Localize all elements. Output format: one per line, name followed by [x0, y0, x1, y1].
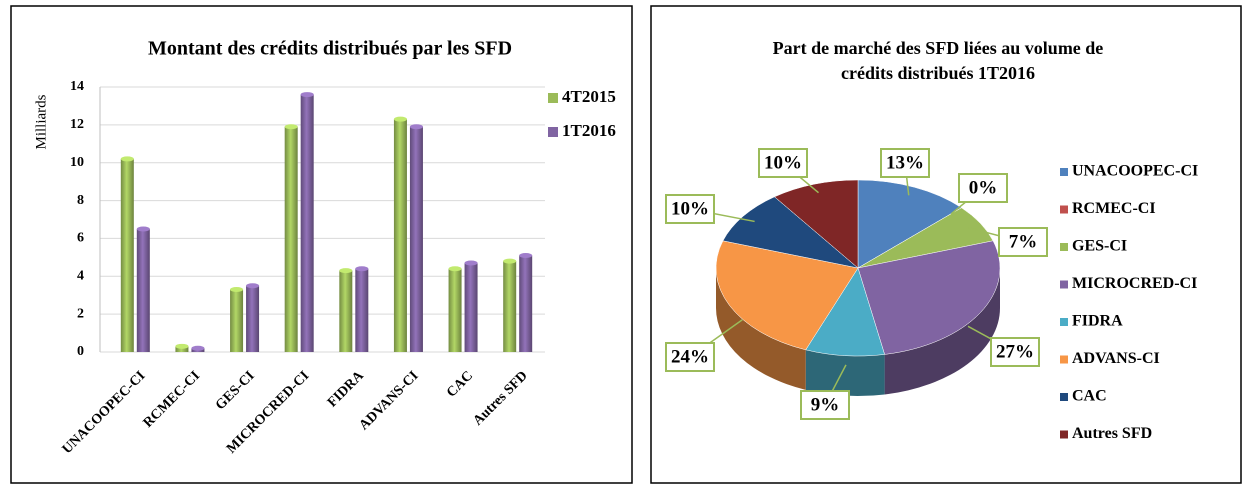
- legend-label: UNACOOPEC-CI: [1072, 163, 1198, 180]
- bar: [355, 268, 369, 352]
- y-tick-label: 2: [77, 306, 84, 321]
- pie-slice: [857, 179, 962, 269]
- bar-top: [136, 226, 150, 232]
- y-tick-label: 4: [77, 269, 84, 284]
- data-label: 10%: [671, 198, 709, 219]
- bar-top: [519, 252, 533, 258]
- pie-slice: [774, 179, 859, 269]
- bar: [300, 94, 314, 353]
- legend-label: FIDRA: [1072, 313, 1123, 330]
- legend-label: ADVANS-CI: [1072, 350, 1160, 367]
- bar-top: [409, 124, 423, 130]
- legend-swatch: [1060, 393, 1068, 401]
- bar-top: [503, 258, 517, 264]
- pie-side: [884, 268, 1000, 395]
- y-tick-label: 12: [70, 117, 84, 132]
- bar: [284, 126, 298, 352]
- bar-top: [355, 266, 369, 272]
- legend-swatch: [1060, 280, 1068, 289]
- bar: [136, 228, 150, 352]
- data-label: 13%: [886, 152, 924, 173]
- bar-top: [448, 266, 462, 272]
- legend-label: 4T2015: [562, 87, 616, 106]
- pie-side: [805, 349, 885, 396]
- legend-swatch: [1060, 355, 1068, 364]
- legend-swatch: [1060, 205, 1068, 214]
- bar: [339, 270, 353, 352]
- bar-top: [393, 116, 407, 122]
- legend-swatch: [548, 127, 558, 137]
- legend-label: 1T2016: [562, 121, 616, 140]
- y-tick-label: 0: [77, 344, 84, 359]
- bar: [519, 255, 533, 352]
- bar: [175, 346, 189, 352]
- bar: [464, 263, 478, 352]
- label-box: [665, 342, 715, 372]
- label-box: [958, 173, 1008, 203]
- pie-slice: [857, 240, 1001, 355]
- legend-label: CAC: [1072, 388, 1107, 405]
- chart-title: Montant des crédits distribués par les S…: [148, 38, 512, 60]
- bar-top: [464, 260, 478, 266]
- legend-swatch: [548, 93, 558, 103]
- legend-swatch: [1060, 168, 1068, 176]
- label-box: [800, 390, 850, 420]
- chart-title: crédits distribués 1T2016: [841, 63, 1035, 83]
- y-tick-label: 6: [77, 231, 84, 246]
- bar-top: [300, 92, 314, 98]
- data-label: 7%: [1009, 231, 1038, 252]
- label-box: [758, 148, 808, 178]
- y-axis-label: Milliards: [33, 94, 49, 149]
- legend-label: Autres SFD: [1072, 425, 1152, 442]
- bar-top: [230, 287, 244, 293]
- bar: [230, 289, 244, 352]
- legend-swatch: [1060, 243, 1068, 251]
- bar: [448, 268, 462, 352]
- bar-top: [191, 345, 205, 351]
- legend-label: MICROCRED-CI: [1072, 275, 1197, 292]
- bar: [393, 119, 407, 352]
- legend-swatch: [1060, 430, 1068, 439]
- data-label: 0%: [969, 177, 998, 198]
- data-label: 9%: [811, 394, 840, 415]
- bar-top: [246, 283, 260, 289]
- y-tick-label: 14: [70, 79, 84, 94]
- data-label: 10%: [764, 152, 802, 173]
- data-label: 27%: [996, 341, 1034, 362]
- chart-title: Part de marché des SFD liées au volume d…: [773, 38, 1104, 58]
- bar: [409, 126, 423, 352]
- left-panel: [10, 5, 633, 484]
- pie-slice: [722, 196, 859, 269]
- bar-top: [284, 124, 298, 130]
- label-box: [665, 194, 715, 224]
- label-box: [880, 148, 930, 178]
- pie-slice: [715, 240, 859, 351]
- label-box: [990, 337, 1040, 367]
- bar-top: [120, 156, 134, 162]
- bar: [120, 158, 134, 352]
- bar-top: [175, 343, 189, 349]
- data-label: 24%: [671, 346, 709, 367]
- legend-swatch: [1060, 318, 1068, 326]
- pie-side: [716, 268, 806, 390]
- y-tick-label: 10: [70, 155, 84, 170]
- pie-slice: [805, 267, 885, 357]
- bar: [246, 285, 260, 352]
- bar: [503, 261, 517, 352]
- y-tick-label: 8: [77, 193, 84, 208]
- legend-label: RCMEC-CI: [1072, 200, 1156, 217]
- legend-label: GES-CI: [1072, 238, 1127, 255]
- bar-top: [339, 268, 353, 274]
- label-box: [998, 227, 1048, 257]
